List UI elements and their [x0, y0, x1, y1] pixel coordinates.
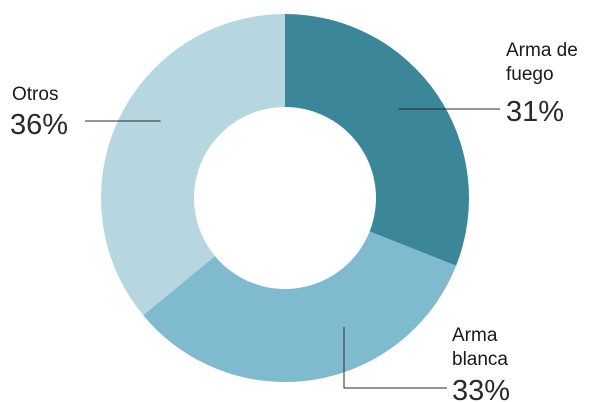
- slice-label-arma-blanca-line1: Arma: [452, 325, 498, 346]
- slice-label-arma-de-fuego-line2: fuego: [506, 64, 554, 85]
- slice-value-arma-blanca: 33%: [452, 375, 510, 402]
- donut-slices: [101, 14, 470, 382]
- slice-label-arma-blanca-line2: blanca: [452, 349, 508, 370]
- slice-value-arma-de-fuego: 31%: [506, 96, 564, 128]
- donut-slice-arma-blanca: [143, 231, 457, 382]
- leader-lines: [85, 108, 500, 389]
- slice-label-otros: Otros: [12, 84, 58, 105]
- donut-slice-arma-de-fuego: [285, 14, 470, 266]
- donut-slice-otros: [101, 14, 285, 316]
- slice-label-arma-de-fuego-line1: Arma de: [506, 40, 578, 61]
- slice-value-otros: 36%: [10, 109, 68, 141]
- leader-line-arma-blanca: [343, 327, 447, 389]
